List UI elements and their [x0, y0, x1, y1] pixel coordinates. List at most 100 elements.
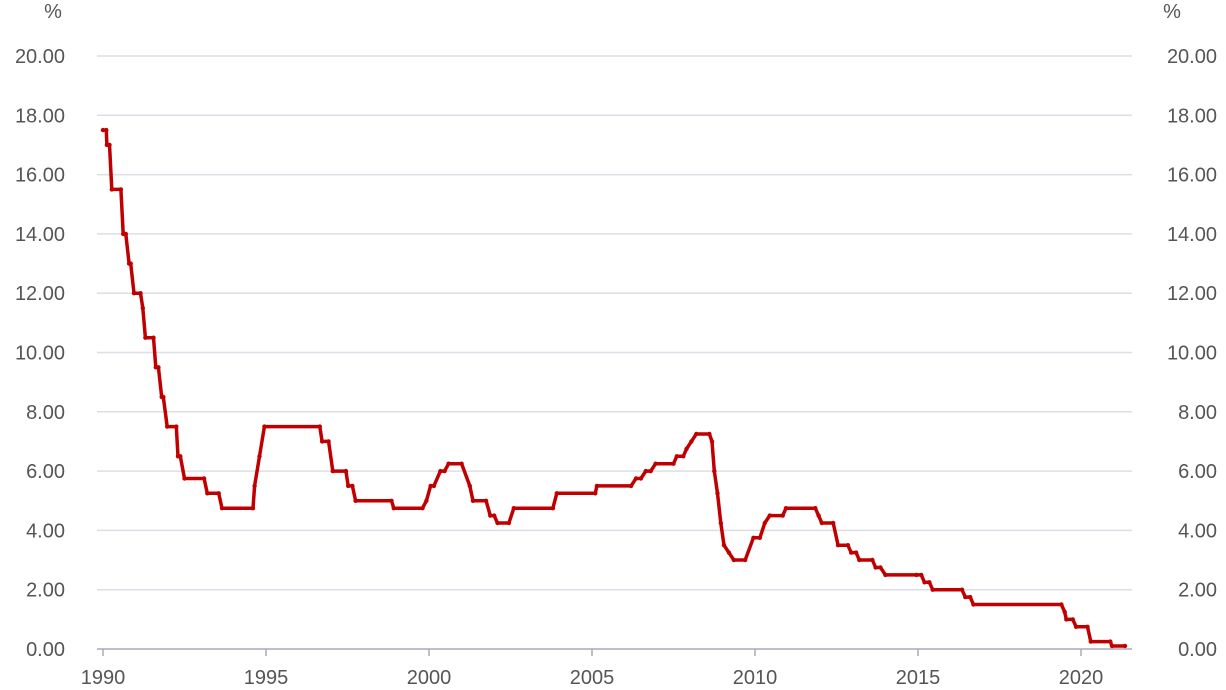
right-y-tick-label: 12.00	[1167, 283, 1217, 305]
left-y-tick-label: 14.00	[15, 224, 65, 246]
data-point	[681, 454, 686, 459]
data-point	[878, 565, 883, 570]
data-point	[459, 461, 464, 466]
data-point	[1085, 624, 1090, 629]
left-y-tick-label: 12.00	[15, 283, 65, 305]
data-point	[350, 483, 355, 489]
data-point	[671, 461, 676, 466]
left-y-tick-label: 4.00	[26, 520, 65, 542]
data-point	[648, 468, 653, 474]
data-point	[1088, 639, 1094, 644]
data-point	[205, 491, 210, 496]
data-point	[550, 506, 556, 511]
right-y-tick-label: 16.00	[1167, 165, 1217, 187]
left-y-tick-label: 2.00	[26, 580, 65, 602]
data-point	[428, 483, 433, 489]
right-y-tick-label: 14.00	[1167, 224, 1217, 246]
data-point	[715, 491, 720, 496]
data-point	[391, 506, 396, 511]
left-y-axis: 0.00 2.00 4.00 6.00 8.00 10.00 12.00 14.00 16.00…	[15, 46, 65, 661]
data-point	[674, 454, 679, 459]
data-point	[100, 127, 106, 133]
data-point	[431, 483, 437, 489]
data-point	[819, 520, 824, 526]
data-point	[1062, 609, 1067, 615]
data-point	[140, 305, 145, 311]
data-point	[971, 602, 976, 607]
data-point	[780, 513, 785, 518]
data-point	[813, 506, 818, 511]
data-point	[831, 520, 836, 526]
x-tick-label: 1990	[81, 667, 126, 689]
left-y-tick-label: 10.00	[15, 343, 65, 365]
series-layer	[100, 127, 1128, 649]
right-y-tick-label: 10.00	[1167, 343, 1217, 365]
data-point	[757, 535, 763, 540]
data-point	[216, 491, 221, 496]
data-point	[182, 476, 187, 481]
data-point	[178, 454, 183, 459]
x-tick-label: 2020	[1059, 667, 1104, 689]
data-point	[963, 594, 968, 600]
right-y-tick-label: 4.00	[1178, 520, 1217, 542]
data-point	[492, 513, 497, 518]
data-point	[219, 506, 225, 511]
right-axis-unit-label: %	[1163, 1, 1181, 23]
data-point	[762, 520, 767, 526]
left-axis-unit-label: %	[44, 1, 62, 23]
data-point	[593, 491, 598, 496]
data-point	[174, 424, 179, 429]
data-point	[1122, 643, 1128, 649]
data-point	[684, 446, 689, 452]
data-point	[257, 454, 262, 459]
data-point	[107, 142, 112, 148]
right-y-tick-label: 18.00	[1167, 105, 1217, 127]
data-point	[424, 498, 429, 503]
data-point	[1059, 602, 1064, 607]
data-point	[389, 498, 394, 503]
data-point	[930, 587, 935, 592]
data-point	[128, 261, 133, 266]
data-point	[1064, 617, 1069, 622]
data-point	[873, 565, 878, 570]
data-point	[317, 424, 322, 429]
data-point	[857, 557, 862, 563]
data-point	[694, 431, 699, 437]
right-y-tick-label: 8.00	[1178, 402, 1217, 424]
data-point	[151, 335, 156, 340]
data-point	[438, 468, 443, 474]
data-point	[927, 580, 932, 585]
data-point	[488, 513, 493, 518]
data-point	[919, 572, 924, 578]
left-y-tick-label: 8.00	[26, 402, 65, 424]
data-point	[420, 506, 425, 511]
data-point	[653, 461, 658, 466]
data-point	[262, 424, 267, 429]
data-point	[506, 520, 512, 526]
data-point	[470, 498, 476, 503]
data-point	[330, 468, 335, 474]
data-point	[326, 439, 331, 444]
data-point	[343, 468, 349, 474]
data-point	[1109, 643, 1115, 649]
data-point	[252, 483, 257, 489]
data-point	[816, 513, 821, 518]
x-tick-label: 2005	[570, 667, 615, 689]
data-point	[743, 557, 748, 563]
left-y-tick-label: 20.00	[15, 46, 65, 68]
data-point	[633, 476, 639, 481]
data-point	[143, 335, 148, 340]
data-point	[849, 550, 854, 555]
left-y-tick-label: 6.00	[26, 461, 65, 483]
data-point	[250, 506, 256, 511]
data-point	[709, 439, 715, 444]
data-point	[767, 513, 772, 518]
data-point	[628, 483, 634, 489]
data-point	[319, 439, 325, 444]
left-y-tick-label: 0.00	[26, 639, 65, 661]
data-point	[959, 587, 965, 592]
data-point	[643, 468, 648, 474]
right-y-tick-label: 20.00	[1167, 46, 1217, 68]
data-point	[594, 483, 600, 489]
